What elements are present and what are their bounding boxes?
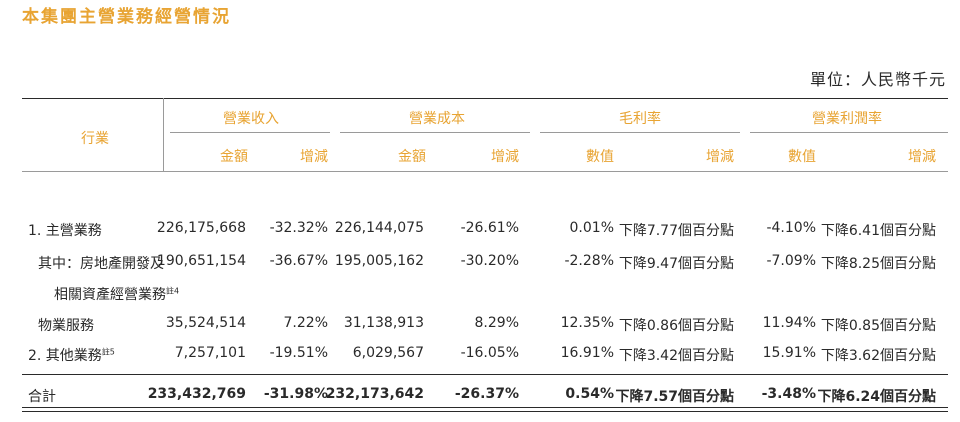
cell-cost-amount: 232,173,642 <box>325 386 424 402</box>
row-label-property-development: 其中：房地產開發及 <box>38 256 164 272</box>
sub-header-revenue-change: 增減 <box>300 149 328 165</box>
sub-header-gross-change: 增減 <box>706 149 734 165</box>
cell-operating-value: 15.91% <box>762 345 816 361</box>
cell-cost-amount: 31,138,913 <box>343 315 424 331</box>
cell-revenue-change: -31.98% <box>263 386 328 402</box>
row-header-industry: 行業 <box>81 131 109 147</box>
cell-cost-amount: 6,029,567 <box>352 345 424 361</box>
group-header-operating-margin: 營業利潤率 <box>812 111 882 127</box>
header-bottom-rule <box>22 171 948 172</box>
footnote-marker: 註4 <box>166 286 180 296</box>
cell-gross-value: -2.28% <box>564 253 614 269</box>
unit-label: 單位：人民幣千元 <box>809 70 946 89</box>
total-bottom-rule-2 <box>22 411 948 412</box>
row-label-total: 合計 <box>28 389 56 405</box>
cell-revenue-change: 7.22% <box>283 315 328 331</box>
cell-revenue-amount: 226,175,668 <box>156 220 246 236</box>
group-rule-operating-margin <box>750 132 948 133</box>
sub-header-cost-change: 增減 <box>491 149 519 165</box>
cell-operating-change: 下降0.85個百分點 <box>820 318 936 334</box>
total-top-rule <box>22 374 948 375</box>
row-label-main-business: 1. 主營業務 <box>28 223 102 239</box>
cell-cost-change: -26.61% <box>460 220 519 236</box>
cell-operating-value: -3.48% <box>761 386 816 402</box>
cell-cost-amount: 195,005,162 <box>334 253 424 269</box>
cell-revenue-amount: 7,257,101 <box>174 345 246 361</box>
cell-cost-amount: 226,144,075 <box>334 220 424 236</box>
sub-header-operating-change: 增減 <box>908 149 936 165</box>
cell-revenue-amount: 35,524,514 <box>165 315 246 331</box>
cell-revenue-change: -19.51% <box>269 345 328 361</box>
group-header-gross-margin: 毛利率 <box>619 111 661 127</box>
cell-operating-value: 11.94% <box>762 315 816 331</box>
cell-operating-change: 下降8.25個百分點 <box>820 256 936 272</box>
cell-cost-change: -30.20% <box>460 253 519 269</box>
cell-operating-value: -7.09% <box>766 253 816 269</box>
cell-revenue-amount: 233,432,769 <box>147 386 246 402</box>
total-bottom-rule-1 <box>22 407 948 408</box>
cell-gross-change: 下降3.42個百分點 <box>618 348 734 364</box>
group-rule-cost <box>340 132 530 133</box>
header-divider <box>163 98 164 171</box>
row-label-other-business: 2. 其他業務註5 <box>28 347 115 364</box>
cell-gross-value: 16.91% <box>560 345 614 361</box>
page-title: 本集團主營業務經營情況 <box>22 7 231 27</box>
table-top-rule <box>22 98 948 99</box>
cell-gross-change: 下降7.57個百分點 <box>615 389 734 405</box>
cell-cost-change: -16.05% <box>460 345 519 361</box>
group-rule-revenue <box>170 132 330 133</box>
cell-gross-value: 0.01% <box>569 220 614 236</box>
cell-revenue-amount: 190,651,154 <box>156 253 246 269</box>
cell-revenue-change: -32.32% <box>269 220 328 236</box>
cell-cost-change: -26.37% <box>454 386 519 402</box>
sub-header-cost-amount: 金額 <box>398 149 426 165</box>
cell-gross-change: 下降9.47個百分點 <box>618 256 734 272</box>
group-header-cost: 營業成本 <box>409 111 465 127</box>
cell-operating-value: -4.10% <box>766 220 816 236</box>
sub-header-revenue-amount: 金額 <box>220 149 248 165</box>
row-label-related-assets: 相關資產經營業務註4 <box>54 286 180 303</box>
footnote-marker: 註5 <box>101 347 115 357</box>
cell-gross-value: 12.35% <box>560 315 614 331</box>
group-header-revenue: 營業收入 <box>223 111 279 127</box>
cell-revenue-change: -36.67% <box>269 253 328 269</box>
cell-cost-change: 8.29% <box>474 315 519 331</box>
cell-operating-change: 下降6.24個百分點 <box>817 389 936 405</box>
sub-header-operating-value: 數值 <box>788 149 816 165</box>
group-rule-gross-margin <box>540 132 740 133</box>
cell-operating-change: 下降3.62個百分點 <box>820 348 936 364</box>
row-label-property-services: 物業服務 <box>38 318 94 334</box>
cell-gross-change: 下降0.86個百分點 <box>618 318 734 334</box>
cell-gross-change: 下降7.77個百分點 <box>618 223 734 239</box>
sub-header-gross-value: 數值 <box>586 149 614 165</box>
cell-gross-value: 0.54% <box>565 386 614 402</box>
cell-operating-change: 下降6.41個百分點 <box>820 223 936 239</box>
